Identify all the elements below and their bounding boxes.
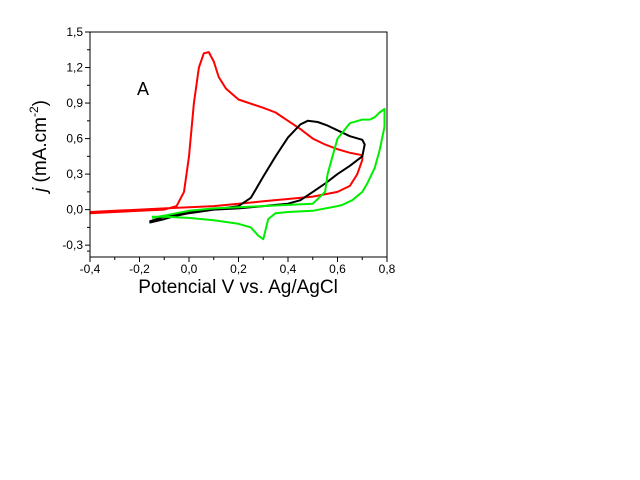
x-tick-label: 0,4 bbox=[280, 262, 297, 276]
x-axis-title: Potencial V vs. Ag/AgCl bbox=[138, 277, 338, 298]
x-tick-label: -0,4 bbox=[80, 262, 101, 276]
x-tick-labels: -0,4 -0,2 0,0 0,2 0,4 0,6 0,8 bbox=[80, 262, 396, 276]
panel-label: A bbox=[137, 79, 149, 99]
x-tick-label: 0,8 bbox=[379, 262, 396, 276]
y-axis-unit-close: ) bbox=[30, 100, 51, 106]
x-tick-label: 0,2 bbox=[230, 262, 247, 276]
y-axis-unit-exponent: -2 bbox=[27, 106, 41, 117]
y-tick-label: 1,5 bbox=[66, 25, 83, 39]
y-tick-label: 1,2 bbox=[66, 61, 83, 75]
y-tick-label: 0,3 bbox=[66, 167, 83, 181]
x-tick-label: 0,6 bbox=[329, 262, 346, 276]
y-tick-label: 0,6 bbox=[66, 132, 83, 146]
series-layer bbox=[89, 51, 386, 241]
y-tick-label: 0,0 bbox=[66, 203, 83, 217]
series-line-1 bbox=[89, 51, 364, 215]
y-tick-label: -0,3 bbox=[62, 238, 83, 252]
y-axis-symbol: j bbox=[30, 187, 51, 195]
tick-marks bbox=[85, 31, 388, 262]
series-line-3 bbox=[151, 108, 386, 241]
y-tick-labels: -0,3 0,0 0,3 0,6 0,9 1,2 1,5 bbox=[62, 25, 83, 252]
y-axis-unit: (mA.cm bbox=[30, 117, 51, 188]
y-tick-label: 0,9 bbox=[66, 96, 83, 110]
x-tick-label: 0,0 bbox=[181, 262, 198, 276]
y-axis-title: j (mA.cm-2) bbox=[27, 100, 51, 195]
x-tick-label: -0,2 bbox=[129, 262, 150, 276]
